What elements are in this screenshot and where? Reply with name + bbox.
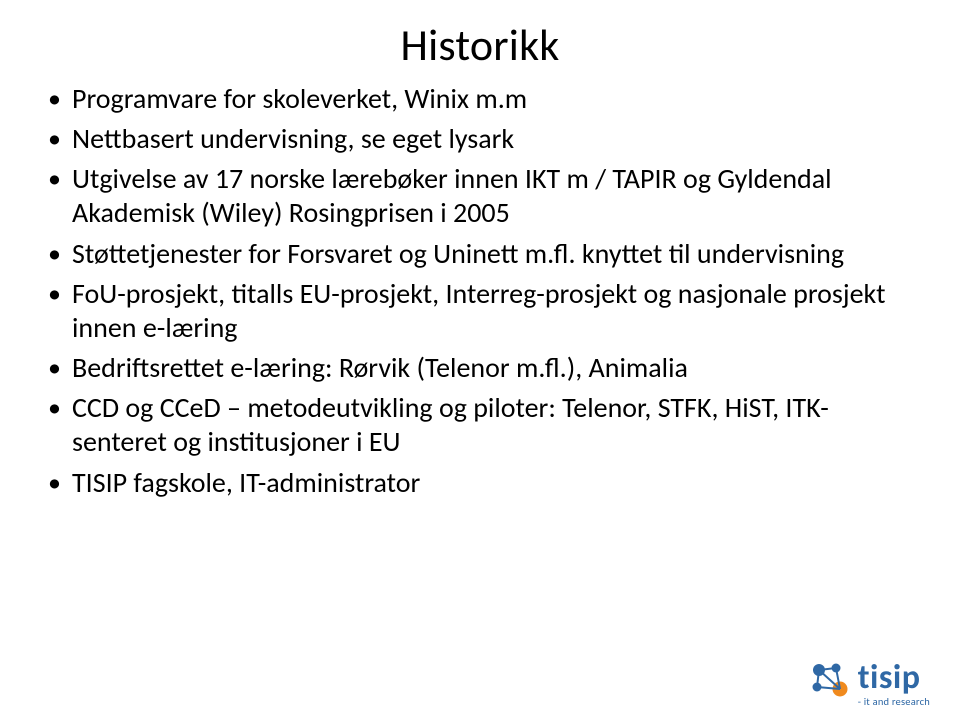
slide-title: Historikk <box>44 18 916 72</box>
bullet-list: Programvare for skoleverket, Winix m.m N… <box>44 82 916 500</box>
tisip-logo-icon <box>810 661 850 706</box>
list-item: FoU-prosjekt, titalls EU-prosjekt, Inter… <box>44 277 916 345</box>
list-item: CCD og CCeD – metodeutvikling og piloter… <box>44 391 916 459</box>
logo-tagline: - it and research <box>858 697 930 708</box>
list-item: Bedriftsrettet e-læring: Rørvik (Telenor… <box>44 351 916 385</box>
list-item: Programvare for skoleverket, Winix m.m <box>44 82 916 116</box>
list-item: TISIP fagskole, IT-administrator <box>44 466 916 500</box>
logo-name: tisip <box>858 661 921 695</box>
list-item: Utgivelse av 17 norske lærebøker innen I… <box>44 162 916 230</box>
list-item: Støttetjenester for Forsvaret og Uninett… <box>44 237 916 271</box>
slide: Historikk Programvare for skoleverket, W… <box>0 0 960 721</box>
list-item: Nettbasert undervisning, se eget lysark <box>44 122 916 156</box>
tisip-logo-text: tisip - it and research <box>858 661 930 708</box>
tisip-logo: tisip - it and research <box>810 661 930 708</box>
